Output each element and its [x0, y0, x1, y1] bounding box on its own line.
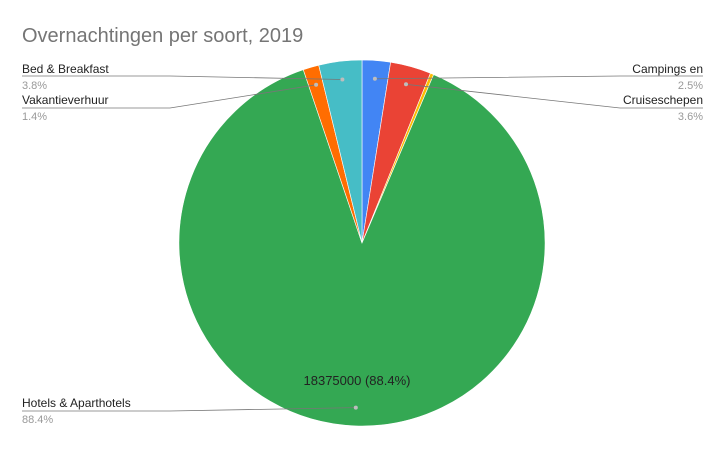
label-cruiseschepen: Cruiseschepen: [623, 93, 703, 107]
leader-lines: [22, 75, 703, 412]
leader-line-campings: [374, 75, 703, 80]
label-campings: Campings en: [632, 62, 703, 76]
pct-hotels: 88.4%: [22, 414, 53, 426]
label-hotels: Hotels & Aparthotels: [22, 396, 131, 410]
leader-dot-cruiseschepen: [404, 82, 408, 87]
label-vakantieverhuur: Vakantieverhuur: [22, 93, 109, 107]
leader-dot-hotels: [353, 405, 358, 410]
leader-line-bed-breakfast: [22, 75, 343, 80]
pct-vakantieverhuur: 1.4%: [22, 111, 47, 123]
slice-value-label-hotels: 18375000 (88.4%): [304, 373, 411, 388]
pie-slices: [178, 59, 546, 427]
leader-line-vakantieverhuur: [22, 84, 317, 109]
pie-slice-hotels: [178, 69, 546, 427]
pct-cruiseschepen: 3.6%: [678, 111, 703, 123]
pct-campings: 2.5%: [678, 80, 703, 92]
leader-line-hotels: [22, 407, 356, 412]
pct-bed-breakfast: 3.8%: [22, 80, 47, 92]
leader-dot-vakantieverhuur: [314, 82, 319, 87]
leader-line-cruiseschepen: [405, 83, 703, 109]
pie-slice-bed-breakfast: [318, 59, 363, 244]
label-bed-breakfast: Bed & Breakfast: [22, 62, 109, 76]
leader-dot-bed-breakfast: [340, 77, 345, 82]
chart-title: Overnachtingen per soort, 2019: [22, 25, 303, 47]
leader-dot-campings: [372, 76, 377, 81]
